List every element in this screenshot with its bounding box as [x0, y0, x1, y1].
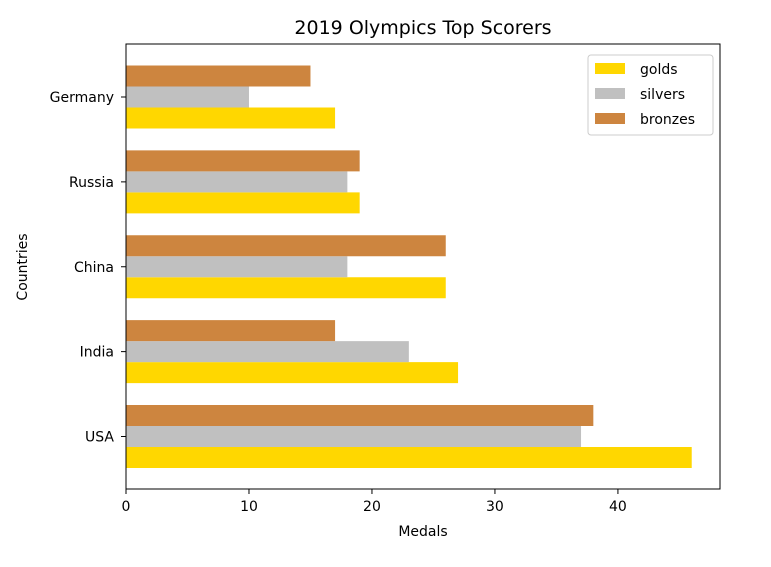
y-axis-label: Countries — [15, 233, 31, 300]
legend: golds silvers bronzes — [587, 54, 714, 136]
bar-bronzes-india — [126, 320, 336, 342]
bar-bronzes-germany — [126, 65, 311, 87]
x-axis: 0 10 20 30 40 — [122, 489, 627, 515]
chart-title: 2019 Olympics Top Scorers — [294, 17, 551, 39]
bar-golds-russia — [126, 192, 360, 214]
legend-swatch-golds — [595, 63, 625, 74]
x-tick-label: 0 — [122, 499, 131, 515]
x-tick-label: 30 — [486, 499, 504, 515]
bar-golds-china — [126, 277, 446, 299]
bars-layer — [126, 65, 692, 468]
legend-label-golds: golds — [640, 62, 678, 78]
bar-bronzes-russia — [126, 150, 360, 172]
bar-bronzes-usa — [126, 405, 594, 426]
legend-swatch-silvers — [595, 88, 625, 99]
bar-golds-usa — [126, 447, 692, 468]
y-tick-label: USA — [85, 430, 114, 446]
bar-silvers-russia — [126, 171, 348, 193]
bar-golds-india — [126, 362, 459, 384]
bar-bronzes-china — [126, 235, 446, 257]
x-tick-label: 40 — [609, 499, 627, 515]
x-tick-label: 20 — [363, 499, 381, 515]
legend-label-bronzes: bronzes — [640, 112, 695, 128]
y-tick-label: Germany — [50, 90, 114, 106]
x-axis-label: Medals — [398, 524, 447, 540]
bar-silvers-india — [126, 341, 409, 363]
y-tick-label: Russia — [69, 175, 114, 191]
legend-label-silvers: silvers — [640, 87, 685, 103]
bar-silvers-usa — [126, 426, 582, 447]
y-axis: USA India China Russia Germany — [50, 90, 126, 446]
legend-swatch-bronzes — [595, 113, 625, 124]
bar-silvers-china — [126, 256, 348, 278]
x-tick-label: 10 — [240, 499, 258, 515]
bar-silvers-germany — [126, 86, 249, 108]
y-tick-label: China — [74, 260, 114, 276]
bar-golds-germany — [126, 107, 336, 129]
y-tick-label: India — [80, 345, 114, 361]
